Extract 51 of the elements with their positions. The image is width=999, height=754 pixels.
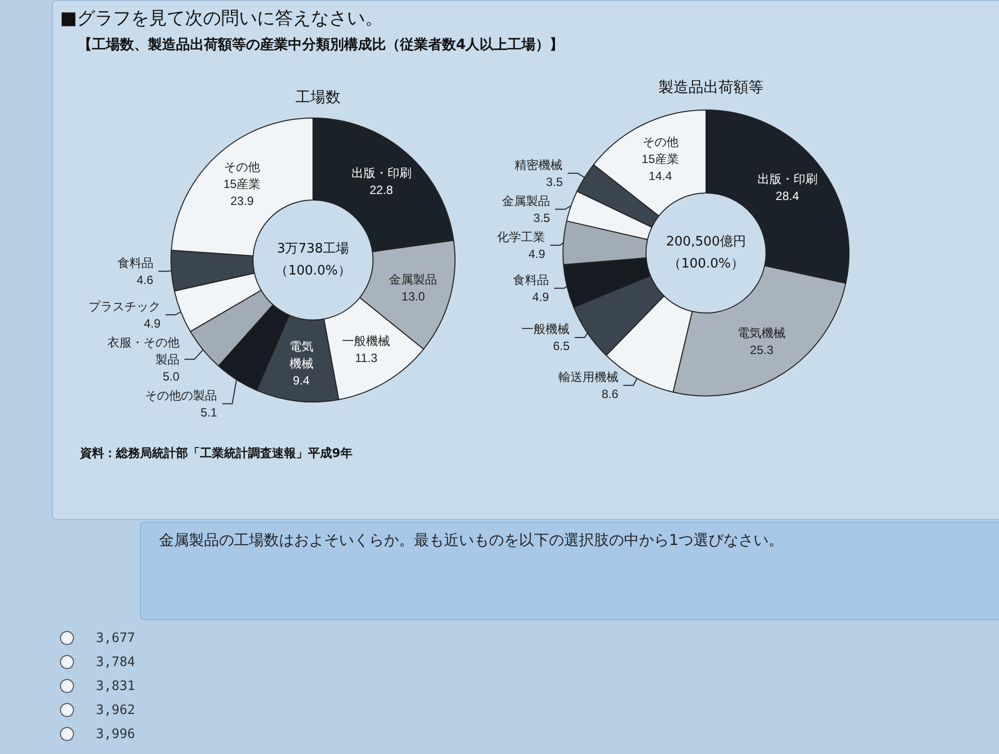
slice-label: 一般機械 <box>522 322 570 336</box>
slice-label: 化学工業 <box>497 230 546 244</box>
data-label: 11.3 <box>354 350 378 365</box>
slice-label: 出版・印刷 <box>351 166 412 180</box>
text: ■グラフを見て次の問いに答えなさい。 <box>60 7 384 30</box>
text: 3万738工場 <box>276 242 350 256</box>
slice-label: その他 15産業 <box>223 160 261 191</box>
text: 3,996 <box>96 726 136 742</box>
text: 3,677 <box>96 630 136 646</box>
slice-label: その他 15産業 <box>642 135 679 166</box>
slice-label: プラスチック <box>88 299 161 314</box>
data-label: 4.6 <box>136 272 154 287</box>
text: 金属製品の工場数はおよそいくらか。最も近いものを以下の選択肢の中から1つ選びなさい。 <box>140 522 999 620</box>
data-label: 8.6 <box>602 386 619 401</box>
text: （100.0%） <box>668 256 744 272</box>
data-label: 3.5 <box>546 174 564 189</box>
text: 3,784 <box>96 654 136 670</box>
chart-title: 製造品出荷額等 <box>658 79 764 96</box>
data-label: 3.5 <box>533 210 550 225</box>
data-label: 4.9 <box>532 290 550 304</box>
slice-label: 金属製品 <box>389 272 438 286</box>
slice-label: 食料品 <box>512 272 549 287</box>
data-label: 25.3 <box>750 342 774 357</box>
slice-label: 衣服・その他製品 <box>107 335 180 366</box>
slice-label: 一般機械 <box>342 334 390 348</box>
data-label: 6.5 <box>552 338 570 353</box>
slice-label: 電気機械 <box>738 326 786 340</box>
data-label: 23.9 <box>230 194 254 208</box>
slice-label: 電気機械 <box>289 339 314 370</box>
data-label: 5.0 <box>162 369 180 384</box>
data-label: 28.4 <box>776 188 800 203</box>
text: 資料：総務局統計部「工業統計調査速報」平成9年 <box>79 446 352 460</box>
data-label: 14.4 <box>648 169 672 184</box>
data-label: 4.9 <box>528 246 546 261</box>
slice-label: その他の製品 <box>145 388 218 402</box>
data-label: 5.1 <box>200 405 218 420</box>
data-label: 22.8 <box>370 183 394 198</box>
text: （100.0%） <box>275 264 351 278</box>
text: 3,831 <box>96 678 136 694</box>
slice-label: 輸送用機械 <box>558 370 618 384</box>
text: 3,962 <box>96 702 136 718</box>
slice-label: 金属製品 <box>502 194 550 208</box>
data-label: 9.4 <box>292 373 310 388</box>
data-label: 13.0 <box>402 289 426 304</box>
text: 【工場数、製造品出荷額等の産業中分類別構成比（従業者数4人以上工場）】 <box>78 36 564 54</box>
slice-label: 精密機械 <box>514 158 563 172</box>
chart-title: 工場数 <box>296 89 340 106</box>
data-label: 4.9 <box>144 316 161 330</box>
slice-label: 食料品 <box>117 256 154 270</box>
slice-label: 出版・印刷 <box>757 172 818 186</box>
text: 200,500億円 <box>666 234 746 250</box>
